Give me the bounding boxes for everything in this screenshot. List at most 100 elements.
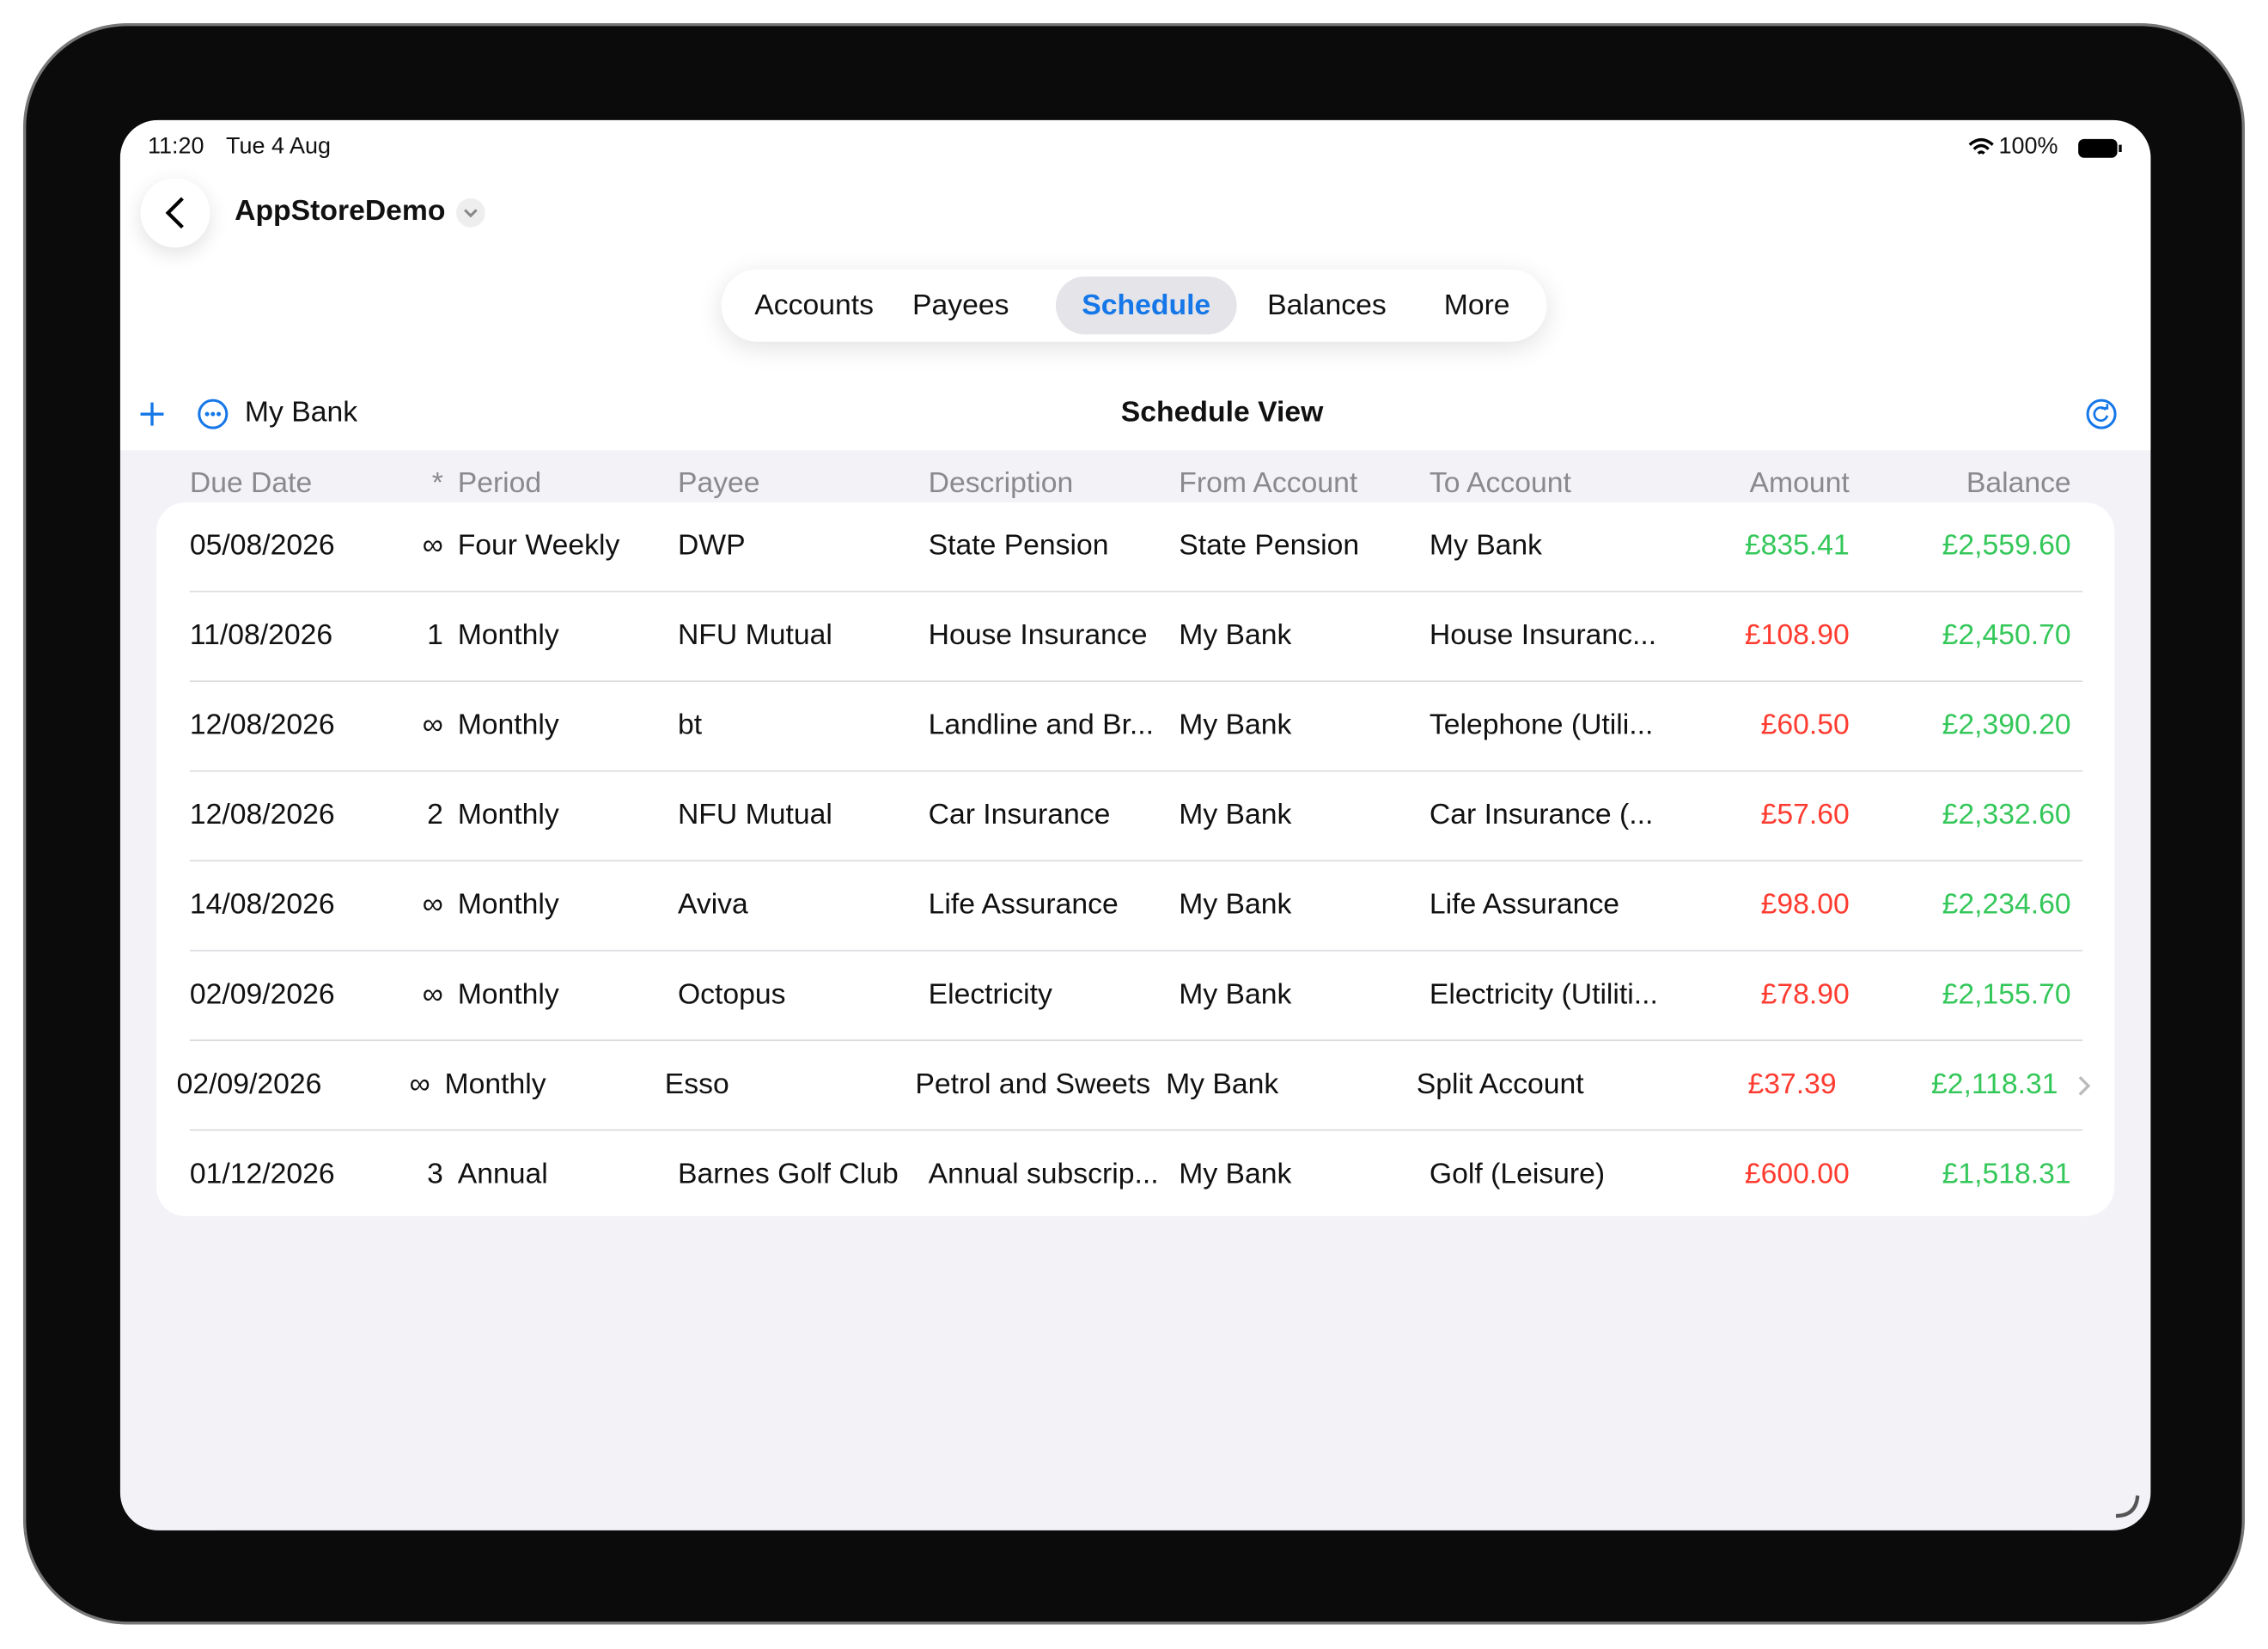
table-cell: Monthly [457, 799, 559, 831]
wifi-icon [1968, 138, 1994, 155]
table-cell: £2,234.60 [1942, 889, 2071, 922]
table-cell: Telephone (Utili... [1429, 709, 1654, 742]
table-cell: My Bank [1179, 1158, 1292, 1190]
screen: 11:20 Tue 4 Aug 100% AppStoreDemo Accoun… [119, 119, 2151, 1530]
column-header: Description [928, 467, 1074, 500]
table-cell: £2,118.31 [1931, 1068, 2058, 1101]
table-cell: 02/09/2026 [176, 1068, 322, 1101]
table-cell: Golf (Leisure) [1429, 1158, 1606, 1190]
table-cell: £835.41 [1744, 530, 1850, 563]
view-title: Schedule View [1120, 396, 1324, 429]
refresh-button[interactable] [2086, 399, 2118, 430]
row-separator [189, 1039, 2083, 1042]
table-cell: My Bank [1179, 889, 1292, 922]
column-header: Balance [1966, 467, 2071, 500]
table-cell: 2 [427, 799, 443, 831]
column-header: Due Date [189, 467, 313, 500]
table-cell: £1,518.31 [1942, 1158, 2071, 1190]
account-name[interactable]: My Bank [244, 396, 358, 429]
table-cell: £2,450.70 [1942, 619, 2071, 652]
table-cell: £98.00 [1760, 889, 1850, 922]
schedule-row[interactable]: 01/12/2026 3 Annual Barnes Golf Club Annual … [156, 1131, 2114, 1221]
schedule-row[interactable]: 02/09/2026 ∞ Monthly Octopus Electricity My B… [156, 952, 2114, 1042]
schedule-row[interactable]: 12/08/2026 2 Monthly NFU Mutual Car Insuranc… [156, 772, 2114, 862]
table-cell: £2,332.60 [1942, 799, 2071, 831]
table-cell: £600.00 [1744, 1158, 1850, 1190]
tab[interactable]: Schedule [1055, 276, 1237, 335]
schedule-row[interactable]: 11/08/2026 1 Monthly NFU Mutual House Insura… [156, 592, 2114, 682]
add-button[interactable] [139, 401, 165, 427]
row-separator [189, 590, 2083, 593]
document-title[interactable]: AppStoreDemo [235, 195, 446, 228]
tab[interactable]: More [1443, 289, 1510, 322]
table-cell: ∞ [409, 1068, 430, 1101]
row-separator [189, 860, 2083, 862]
schedule-row[interactable]: 12/08/2026 ∞ Monthly bt Landline and Br... My… [156, 682, 2114, 772]
table-cell: Aviva [677, 889, 748, 922]
table-cell: State Pension [928, 530, 1109, 563]
row-separator [189, 949, 2083, 952]
time: 11:20 [147, 134, 204, 160]
table-cell: Life Assurance [928, 889, 1119, 922]
table-cell: Monthly [444, 1068, 546, 1101]
table-cell: 05/08/2026 [189, 530, 335, 563]
table-cell: £78.90 [1760, 978, 1850, 1011]
battery-icon [2078, 138, 2122, 158]
table-cell: My Bank [1179, 978, 1292, 1011]
table-cell: £60.50 [1760, 709, 1850, 742]
schedule-row[interactable]: 05/08/2026 ∞ Four Weekly DWP State Pension St… [156, 502, 2114, 593]
more-button[interactable] [197, 399, 229, 430]
tab[interactable]: Payees [912, 289, 1009, 322]
column-header: Payee [677, 467, 760, 500]
table-cell: 14/08/2026 [189, 889, 335, 922]
row-separator [189, 1129, 2083, 1131]
table-cell: Electricity [928, 978, 1052, 1011]
table-cell: Monthly [457, 709, 559, 742]
table-cell: Landline and Br... [928, 709, 1155, 742]
table-cell: 11/08/2026 [189, 619, 333, 652]
schedule-row[interactable]: 14/08/2026 ∞ Monthly Aviva Life Assurance My … [156, 861, 2114, 952]
table-cell: 12/08/2026 [189, 709, 335, 742]
table-cell: Split Account [1416, 1068, 1584, 1101]
date: Tue 4 Aug [225, 134, 331, 160]
table-cell: Car Insurance (... [1429, 799, 1654, 831]
table-cell: 01/12/2026 [189, 1158, 335, 1190]
table-cell: NFU Mutual [677, 799, 832, 831]
table-cell: 3 [427, 1158, 443, 1190]
row-separator [189, 680, 2083, 683]
table-cell: My Bank [1179, 709, 1292, 742]
table-cell: Barnes Golf Club [677, 1158, 899, 1190]
schedule-row[interactable]: 02/09/2026 ∞ Monthly Esso Petrol and Sweets M… [156, 1041, 2114, 1131]
title-menu[interactable] [456, 198, 485, 228]
table-cell: Four Weekly [457, 530, 620, 563]
table-cell: Monthly [457, 889, 559, 922]
table-cell: 02/09/2026 [189, 978, 335, 1011]
table-cell: My Bank [1179, 799, 1292, 831]
tab[interactable]: Accounts [754, 289, 874, 322]
tab[interactable]: Balances [1267, 289, 1387, 322]
tab-bar: Accounts Payees Schedule Balances More [721, 269, 1547, 342]
column-header: From Account [1179, 467, 1358, 500]
table-cell: Annual subscrip... [928, 1158, 1159, 1190]
table-cell: Petrol and Sweets [915, 1068, 1151, 1101]
table-cell: Esso [664, 1068, 729, 1101]
table-cell: NFU Mutual [677, 619, 832, 652]
table-cell: My Bank [1179, 619, 1292, 652]
column-header: Period [457, 467, 542, 500]
table-cell: House Insuranc... [1429, 619, 1657, 652]
table-cell: Electricity (Utiliti... [1429, 978, 1658, 1011]
table-cell: ∞ [422, 889, 443, 922]
table-cell: DWP [677, 530, 746, 563]
table-cell: Monthly [457, 978, 559, 1011]
table-cell: £108.90 [1744, 619, 1850, 652]
table-cell: £37.39 [1747, 1068, 1837, 1101]
back-button[interactable] [140, 178, 210, 248]
table-cell: Life Assurance [1429, 889, 1620, 922]
table-cell: My Bank [1429, 530, 1543, 563]
table-cell: £2,390.20 [1942, 709, 2071, 742]
table-cell: ∞ [422, 978, 443, 1011]
table-cell: State Pension [1179, 530, 1360, 563]
table-cell: Monthly [457, 619, 559, 652]
